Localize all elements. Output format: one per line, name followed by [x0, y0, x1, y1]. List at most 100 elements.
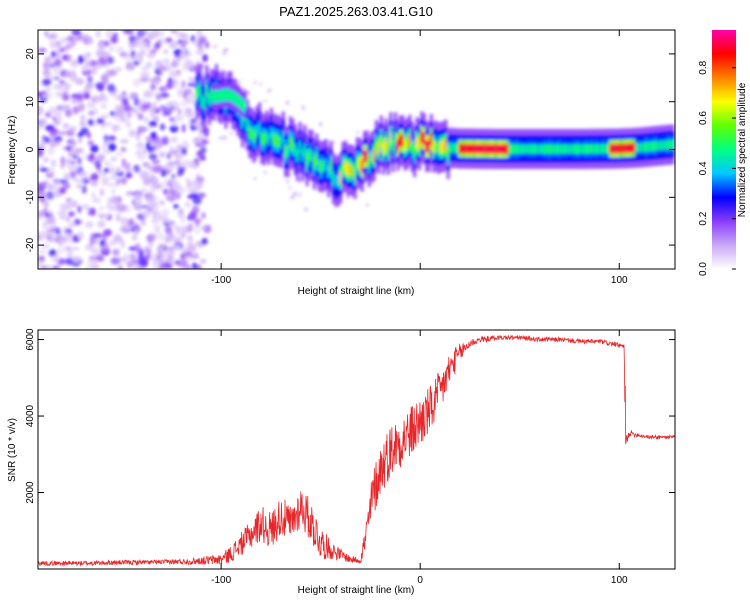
spectrogram-cell: [166, 152, 172, 160]
spectrogram-cell: [165, 169, 172, 175]
spectrogram-cell: [39, 167, 49, 172]
spectrogram-cell: [351, 164, 355, 177]
spectrogram-cell: [128, 129, 136, 138]
spectrogram-cell: [156, 250, 163, 258]
spectrogram-cell: [41, 220, 49, 229]
spectrogram-cell: [139, 77, 150, 83]
spectrogram-cell: [198, 132, 206, 138]
spectrogram-cell: [187, 222, 194, 232]
spectrogram-cell: [301, 106, 306, 111]
spectrogram-cell: [169, 79, 177, 84]
spectrogram-cell: [52, 253, 60, 263]
spectrogram-cell: [108, 135, 116, 141]
spectrogram-cell: [213, 44, 217, 49]
spectrogram-cell: [103, 122, 114, 127]
spectrogram-cell: [158, 265, 167, 269]
spectrogram-cell: [61, 54, 68, 60]
spectrogram-cell: [168, 149, 179, 156]
y-tick-label: 6000: [25, 328, 36, 351]
spectrogram-cell: [566, 144, 570, 154]
spectrogram-cell: [170, 178, 176, 185]
spectrogram-cell: [425, 140, 429, 153]
spectrogram-cell: [145, 61, 153, 69]
spectrogram-cell: [159, 200, 165, 206]
spectrogram-cell: [139, 188, 147, 194]
spectrogram-cell: [47, 147, 55, 155]
spectrogram-cell: [109, 44, 114, 53]
spectrogram-cell: [257, 122, 262, 135]
spectrogram-cell: [320, 161, 324, 174]
spectrogram-cell: [668, 139, 672, 150]
spectrogram-cell: [171, 244, 181, 251]
spectrogram-cell: [147, 200, 154, 206]
spectrogram-cell: [81, 203, 90, 210]
spectrogram-cell: [127, 190, 132, 196]
spectrogram-cell: [128, 218, 135, 227]
spectrogram-cell: [159, 92, 170, 98]
spectrogram-cell: [100, 103, 108, 110]
spectrogram-cell: [267, 133, 271, 146]
colorbar-tick-label: 0.6: [698, 111, 709, 125]
spectrogram-cell: [205, 84, 209, 97]
spectrogram-cell: [258, 82, 263, 86]
spectrogram-cell: [89, 240, 94, 247]
spectrogram-cell: [141, 127, 146, 133]
spectrogram-cell: [170, 235, 179, 244]
spectrogram-cell: [194, 264, 202, 269]
spectrogram-cell: [38, 106, 44, 116]
spectrogram-cell: [518, 144, 522, 154]
spectrogram-cell: [158, 86, 168, 92]
spectrogram-cell: [149, 49, 157, 54]
spectrogram-cell: [148, 106, 155, 114]
spectrogram-cell: [169, 259, 176, 265]
spectrogram-cell: [367, 155, 371, 168]
spectrogram-cell: [162, 188, 169, 195]
spectrogram-cell: [480, 144, 484, 154]
spectrogram-cell: [303, 144, 307, 157]
spectrogram-cell: [417, 138, 422, 151]
spectrogram-cell: [100, 144, 107, 153]
spectrogram-cell: [59, 210, 67, 217]
spectrogram-cell: [365, 203, 370, 207]
spectrogram-cell: [64, 70, 71, 78]
spectrogram-cell: [47, 209, 53, 215]
colorbar-tick-label: 0.2: [698, 211, 709, 225]
spectrogram-cell: [44, 30, 49, 37]
spectrogram-cell: [50, 141, 56, 148]
spectrogram-cell: [90, 144, 99, 153]
spectrogram-cell: [45, 190, 55, 200]
x-tick-label: -100: [211, 275, 231, 286]
spectrogram-cell: [99, 188, 105, 197]
spectrogram-cell: [181, 80, 186, 89]
spectrogram-cell: [178, 208, 184, 214]
spectrogram-cell: [551, 144, 555, 154]
spectrogram-cell: [207, 93, 211, 106]
spectrogram-cell: [165, 101, 173, 107]
spectrogram-cell: [173, 48, 183, 57]
spectrogram-cell: [121, 158, 126, 165]
spectrogram-cell: [45, 124, 55, 132]
spectrogram-cell: [62, 93, 70, 102]
spectrogram-cell: [65, 129, 75, 137]
spectrogram-cell: [623, 143, 627, 153]
spectrogram-cell: [170, 30, 178, 34]
spectrogram-cell: [585, 144, 589, 154]
spectrogram-cell: [68, 144, 75, 151]
spectrogram-cell: [573, 144, 577, 154]
snr-xlabel: Height of straight line (km): [298, 585, 415, 596]
spectrogram-cell: [106, 83, 116, 93]
spectrogram-cell: [153, 196, 160, 201]
spectrogram-cell: [200, 138, 209, 145]
spectrogram-cell: [42, 78, 52, 86]
spectrogram-cell: [140, 219, 146, 226]
spectrogram-cell: [81, 65, 89, 72]
spectrogram-cell: [128, 253, 137, 259]
spectrogram-cell: [38, 231, 48, 238]
spectrogram-cell: [372, 149, 376, 162]
spectrogram-cell: [221, 92, 225, 99]
spectrogram-cell: [160, 136, 167, 144]
spectrogram-cell: [353, 167, 357, 180]
x-tick-label: -100: [211, 575, 231, 586]
spectrogram-cell: [176, 144, 183, 153]
spectrogram-cell: [125, 64, 136, 71]
